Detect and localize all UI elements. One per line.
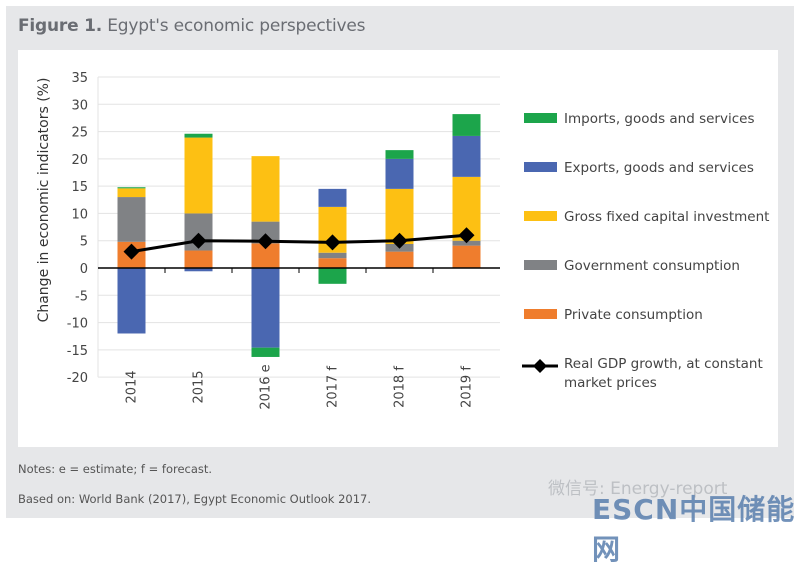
gdp-marker-2014 <box>123 243 140 260</box>
bar-imports-goods-and-services-2019f <box>452 114 481 136</box>
bar-government-consumption-2016e <box>251 221 280 244</box>
bar-exports-goods-and-services-2018f <box>385 158 414 189</box>
figure-label: Figure 1. <box>18 16 103 36</box>
bar-government-consumption-2017f <box>318 252 347 259</box>
gdp-line-series <box>123 227 475 260</box>
bar-exports-goods-and-services-2015 <box>184 268 213 272</box>
figure-source: Based on: World Bank (2017), Egypt Econo… <box>18 492 372 506</box>
gdp-line <box>131 233 467 254</box>
bars <box>117 114 481 357</box>
x-tick-labels: 2014 2015 2016 e 2017 f 2018 f 2019 f <box>125 364 475 409</box>
bar-exports-goods-and-services-2017f <box>318 188 347 207</box>
bar-exports-goods-and-services-2016e <box>251 268 280 348</box>
legend-swatch <box>524 309 557 319</box>
figure-title-text: Egypt's economic perspectives <box>107 16 366 36</box>
bar-gross-fixed-capital-investment-2014 <box>117 188 146 198</box>
legend-label-line2: market prices <box>564 375 657 391</box>
bar-exports-goods-and-services-2014 <box>117 268 146 334</box>
y-tick-label: -20 <box>67 371 88 386</box>
figure-title: Figure 1. Egypt's economic perspectives <box>18 16 366 36</box>
bar-government-consumption-2014 <box>117 197 146 242</box>
figure-notes: Notes: e = estimate; f = forecast. <box>18 462 213 476</box>
bar-private-consumption-2015 <box>184 250 213 268</box>
y-tick-label: 0 <box>80 262 88 277</box>
y-axis-label: Change in economic indicators (%) <box>36 78 52 323</box>
x-tick-label: 2018 f <box>393 366 408 408</box>
y-tick-label: -10 <box>67 317 88 332</box>
legend-label: Private consumption <box>564 307 703 323</box>
x-tick-label: 2019 f <box>460 366 475 408</box>
watermark-brand: ESCN中国储能网 <box>592 493 796 566</box>
bar-gross-fixed-capital-investment-2016e <box>251 156 280 222</box>
bar-imports-goods-and-services-2016e <box>251 347 280 357</box>
x-tick-marks <box>164 268 434 273</box>
bar-imports-goods-and-services-2014 <box>117 187 146 189</box>
legend-swatch <box>524 113 557 123</box>
bar-exports-goods-and-services-2019f <box>452 135 481 177</box>
bar-gross-fixed-capital-investment-2015 <box>184 137 213 214</box>
bar-private-consumption-2017f <box>318 258 347 268</box>
y-tick-label: 5 <box>80 235 88 250</box>
y-tick-label: -5 <box>75 289 88 304</box>
legend-label: Gross fixed capital investment <box>564 209 769 225</box>
y-tick-label: 20 <box>71 153 88 168</box>
gridlines <box>97 76 500 378</box>
legend-swatch <box>524 260 557 270</box>
x-tick-label: 2015 <box>192 370 207 403</box>
legend-label: Government consumption <box>564 258 740 274</box>
y-tick-label: 35 <box>71 71 88 86</box>
y-tick-label: 30 <box>71 98 88 113</box>
gdp-marker-2017f <box>324 234 341 251</box>
legend: Imports, goods and services Exports, good… <box>522 111 769 391</box>
y-tick-label: 10 <box>71 207 88 222</box>
legend-label: Real GDP growth, at constant <box>564 356 763 372</box>
legend-diamond-icon <box>533 359 547 373</box>
legend-swatch <box>524 211 557 221</box>
legend-swatch <box>524 162 557 172</box>
bar-private-consumption-2019f <box>452 245 481 268</box>
gdp-marker-2018f <box>391 232 408 249</box>
bar-imports-goods-and-services-2017f <box>318 268 347 284</box>
y-tick-label: 25 <box>71 126 88 141</box>
gdp-marker-2019f <box>458 227 475 244</box>
x-tick-label: 2016 e <box>259 364 274 409</box>
y-tick-label: 15 <box>71 180 88 195</box>
y-tick-label: -15 <box>67 344 88 359</box>
legend-label: Exports, goods and services <box>564 160 754 176</box>
x-tick-label: 2014 <box>125 370 140 403</box>
bar-imports-goods-and-services-2018f <box>385 150 414 159</box>
bar-private-consumption-2018f <box>385 251 414 268</box>
y-tick-labels: 35 30 25 20 15 10 5 0 -5 -10 -15 -20 <box>67 71 88 386</box>
watermark-wechat: 微信号: Energy-report <box>548 479 728 499</box>
gdp-marker-2015 <box>190 232 207 249</box>
bar-imports-goods-and-services-2015 <box>184 133 213 138</box>
gdp-marker-2016e <box>257 233 274 250</box>
x-tick-label: 2017 f <box>326 366 341 408</box>
legend-label: Imports, goods and services <box>564 111 754 127</box>
